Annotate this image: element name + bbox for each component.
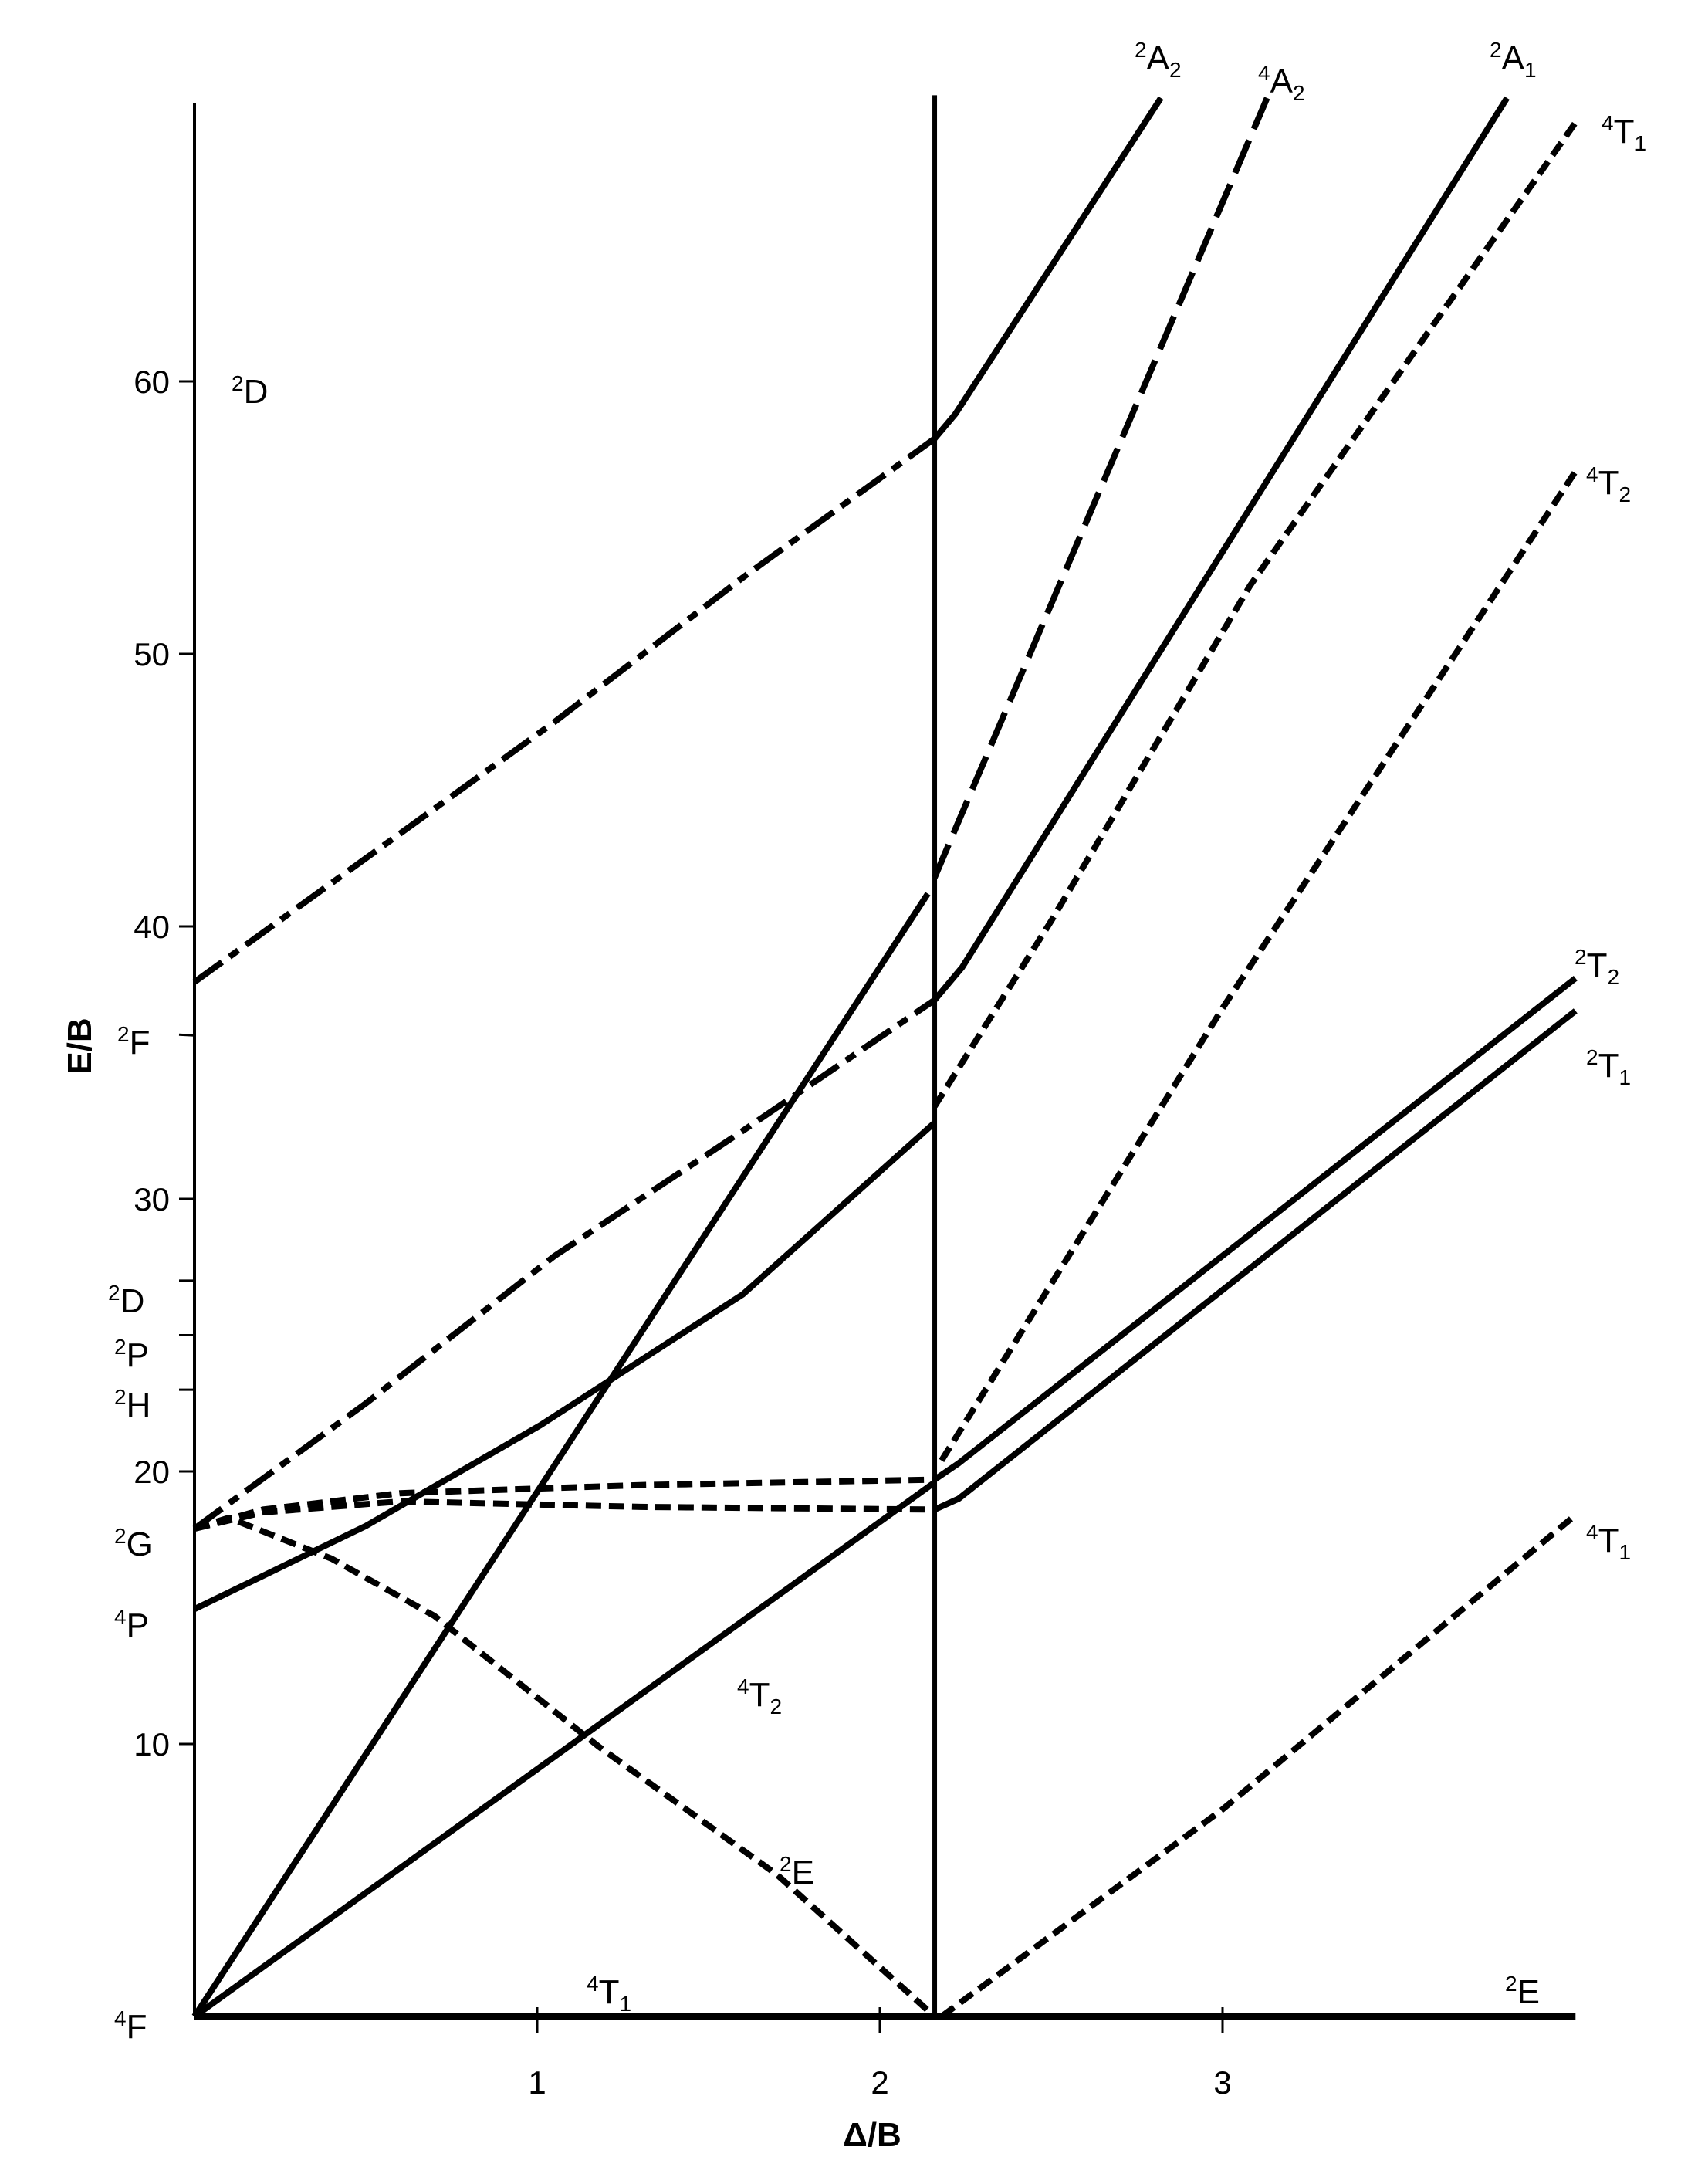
free-ion-term-label: 2G [114, 1524, 153, 1563]
state-label-e-ground: 2E [1505, 1972, 1540, 2011]
state-label-t2-quartet: 4T2 [1586, 462, 1631, 506]
y-axis-title: E/B [61, 1018, 99, 1074]
series-line-9 [194, 1498, 935, 1532]
term-tick-mark [178, 1033, 195, 1037]
ticks-group: 1 2 3 10 20 30 40 50 60 [134, 364, 1231, 2101]
axes [193, 95, 938, 2016]
y-tick-label: 10 [134, 1726, 170, 1762]
state-label-e-left: 2E [780, 1852, 814, 1891]
series-line-0 [192, 435, 937, 985]
y-tick-label: 60 [134, 364, 170, 400]
state-label-t1-ground: 4T1 [587, 1972, 631, 2016]
series-line-1 [932, 96, 1164, 441]
free-ion-term-label: 2P [114, 1335, 149, 1374]
state-label-a2-quartet: 4A2 [1258, 61, 1305, 105]
series-line-14 [939, 469, 1578, 1463]
series-line-4 [193, 1120, 937, 1612]
series-line-3 [932, 97, 1270, 879]
state-label-t1-top: 4T1 [1602, 111, 1646, 155]
series-line-13 [192, 1479, 937, 2020]
series-line-11 [933, 1008, 1578, 1513]
free-ion-term-label: 4F [114, 2006, 147, 2046]
state-label-a2-top: 2A2 [1135, 38, 1182, 82]
y-tick-label: 50 [134, 636, 170, 672]
free-ion-term-label: 2D [232, 371, 268, 411]
series-group [191, 96, 1578, 2020]
state-label-t1-low: 4T1 [1586, 1520, 1631, 1564]
free-ion-term-label: 4P [114, 1605, 149, 1644]
series-line-12 [193, 1515, 937, 2019]
x-tick-label: 3 [1213, 2064, 1231, 2101]
free-ion-term-label: 2D [108, 1281, 144, 1320]
y-tick-label: 40 [134, 909, 170, 945]
x-tick-label: 2 [871, 2064, 888, 2101]
series-line-2 [191, 892, 931, 2019]
x-axis-title: Δ/B [843, 2116, 901, 2154]
labels-group: 4F 4P 2G 2H 2P 2D 2F 2D 2A2 4A2 2A1 4T1 4T2 2T2 2T1 4T1… [108, 38, 1646, 2046]
y-tick-label: 20 [134, 1454, 170, 1490]
series-line-6 [192, 997, 937, 1532]
free-ion-term-label: 2F [117, 1022, 150, 1062]
state-label-t2-left: 4T2 [737, 1674, 782, 1718]
series-line-7 [932, 96, 1510, 1002]
series-line-10 [932, 975, 1578, 1482]
state-label-t2-doublet: 2T2 [1575, 945, 1619, 989]
series-line-5 [932, 120, 1578, 1109]
y-tick-label: 30 [134, 1181, 170, 1217]
state-label-t1-doublet: 2T1 [1586, 1045, 1631, 1089]
free-ion-term-label: 2H [114, 1385, 151, 1424]
state-label-a1-top: 2A1 [1490, 38, 1537, 82]
series-line-15 [939, 1512, 1578, 2020]
x-tick-label: 1 [528, 2064, 546, 2101]
